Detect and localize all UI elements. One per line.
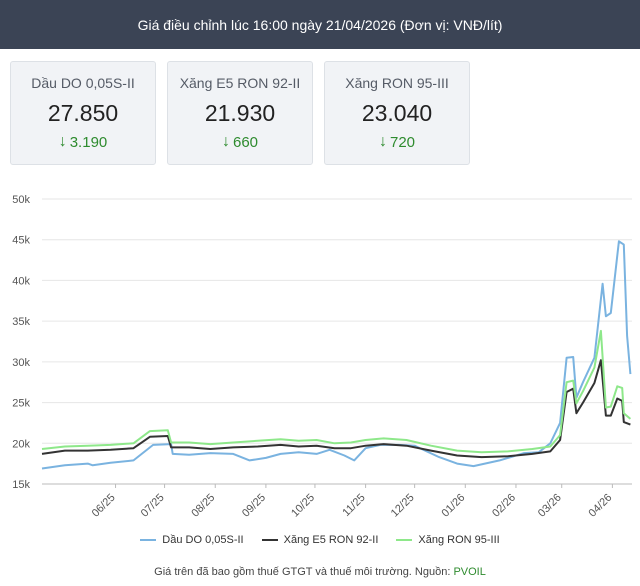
card-change-value: 3.190	[69, 133, 108, 151]
x-tick-label: 02/26	[490, 492, 518, 520]
y-tick-label: 15k	[12, 479, 30, 491]
price-card-ron95: Xăng RON 95-III 23.040 ↓ 720	[324, 61, 470, 165]
x-tick-label: 10/25	[289, 492, 317, 520]
card-price: 23.040	[361, 100, 433, 126]
chart-legend: Dầu DO 0,05S-II Xăng E5 RON 92-II Xăng R…	[0, 534, 640, 546]
legend-label: Dầu DO 0,05S-II	[162, 534, 244, 546]
legend-item-e5[interactable]: Xăng E5 RON 92-II	[261, 534, 379, 546]
y-tick-label: 50k	[12, 194, 30, 206]
legend-swatch	[396, 539, 413, 541]
x-tick-label: 03/26	[536, 492, 564, 520]
y-tick-label: 45k	[12, 235, 30, 247]
y-tick-label: 30k	[12, 357, 30, 369]
x-tick-label: 07/25	[139, 492, 167, 520]
x-tick-label: 01/26	[439, 492, 467, 520]
x-tick-label: 09/25	[240, 492, 268, 520]
legend-item-ron95[interactable]: Xăng RON 95-III	[396, 534, 500, 546]
legend-swatch	[261, 539, 278, 541]
card-change: ↓ 3.190	[11, 133, 155, 151]
source-link[interactable]: PVOIL	[453, 566, 486, 578]
series-line-e5	[41, 359, 631, 459]
legend-swatch	[140, 539, 157, 541]
arrow-down-icon: ↓	[58, 133, 67, 150]
header-title: Giá điều chỉnh lúc 16:00 ngày 21/04/2026…	[137, 16, 503, 33]
series-line-do	[41, 240, 632, 470]
y-tick-label: 20k	[12, 438, 30, 450]
card-change-value: 660	[232, 133, 259, 151]
price-line-chart: 15k 20k 25k 30k 35k 40k 45k 50k 06/25 07/25 08/25…	[12, 194, 632, 520]
page-header: Giá điều chỉnh lúc 16:00 ngày 21/04/2026…	[0, 0, 640, 49]
price-card-do: Dầu DO 0,05S-II 27.850 ↓ 3.190	[10, 61, 156, 165]
y-tick-label: 35k	[12, 316, 30, 328]
card-change: ↓ 720	[325, 133, 469, 151]
arrow-down-icon: ↓	[378, 133, 387, 150]
card-label: Dầu DO 0,05S-II	[31, 75, 135, 91]
card-label: Xăng E5 RON 92-II	[179, 75, 301, 91]
legend-item-do[interactable]: Dầu DO 0,05S-II	[140, 534, 244, 546]
card-label: Xăng RON 95-III	[345, 75, 449, 91]
x-tick-label: 08/25	[189, 492, 217, 520]
x-tick-label: 06/25	[90, 492, 118, 520]
card-price: 27.850	[47, 100, 119, 126]
x-tick-label: 04/26	[587, 492, 615, 520]
price-card-e5: Xăng E5 RON 92-II 21.930 ↓ 660	[167, 61, 313, 165]
series-line-ron95	[41, 329, 632, 454]
card-change: ↓ 660	[168, 133, 312, 151]
card-change-value: 720	[389, 133, 416, 151]
footer-note: Giá trên đã bao gồm thuế GTGT và thuế mô…	[0, 566, 640, 578]
y-tick-label: 25k	[12, 398, 30, 410]
y-tick-label: 40k	[12, 275, 30, 287]
legend-label: Xăng E5 RON 92-II	[283, 534, 379, 546]
footer-text: Giá trên đã bao gồm thuế GTGT và thuế mô…	[154, 566, 454, 578]
x-tick-label: 12/25	[389, 492, 417, 520]
legend-label: Xăng RON 95-III	[418, 534, 500, 546]
arrow-down-icon: ↓	[221, 133, 230, 150]
card-price: 21.930	[204, 100, 276, 126]
x-tick-label: 11/25	[340, 492, 367, 519]
